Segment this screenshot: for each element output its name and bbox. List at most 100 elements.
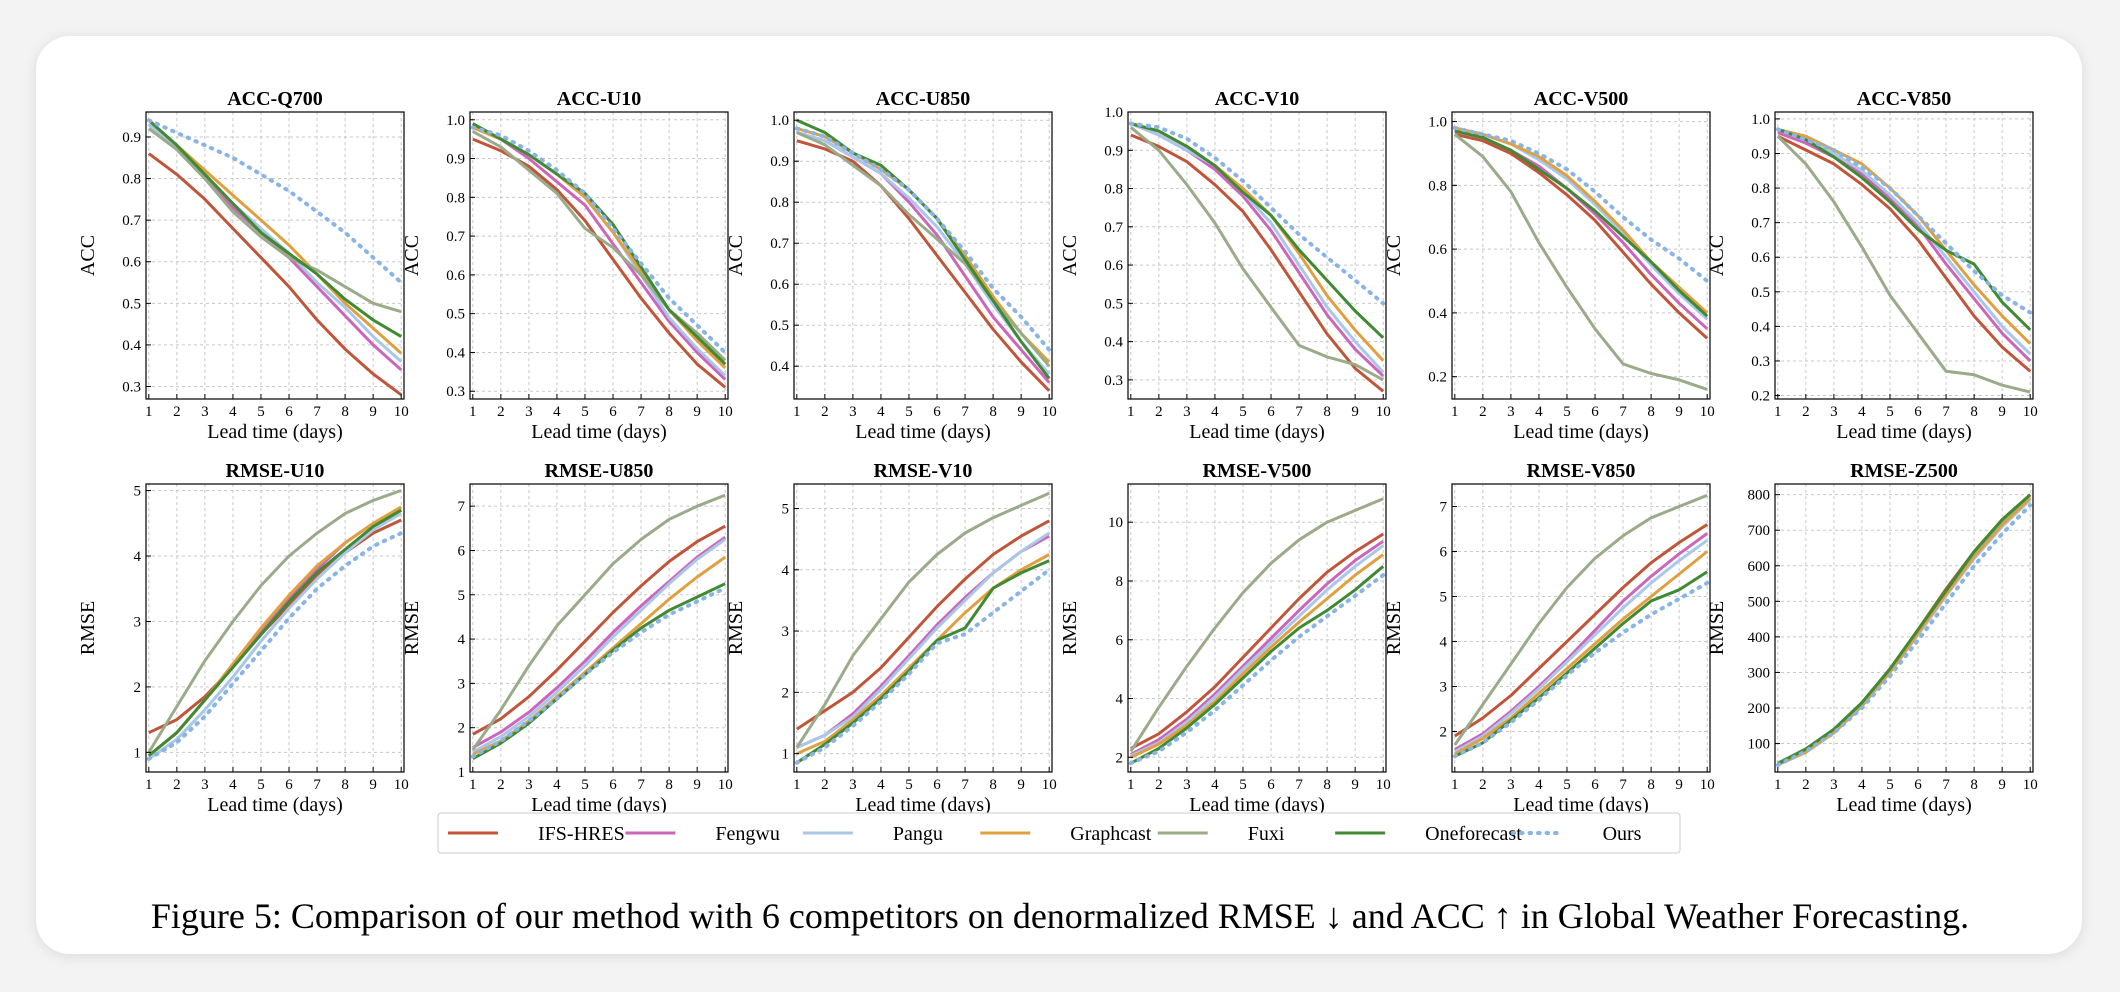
plot-frame [469,483,729,773]
x-tick-label: 6 [1591,404,1599,420]
series-line-ifs-hres [472,137,727,389]
x-tick-label: 7 [1295,404,1303,420]
panel-rmse-v10: 1 2 3 4 5 6 7 8 9 10 1 2 3 4 5 RMSE-V10 Lead time (days)… [725,460,1057,816]
series-line-ours [1452,125,1710,283]
x-tick-label: 4 [1535,777,1543,793]
x-tick-label: 5 [905,404,913,420]
x-tick-label: 7 [1942,777,1950,793]
x-tick-label: 9 [1675,777,1683,793]
series-line-fengwu [472,126,727,381]
panel-title: RMSE-V850 [1527,460,1636,482]
x-tick-label: 9 [1998,404,2006,420]
x-tick-label: 7 [1619,404,1627,420]
legend-frame [437,812,1681,854]
y-tick-label: 5 [134,484,142,500]
y-axis-label: RMSE [77,601,99,655]
series-line-graphcast [1130,122,1385,362]
figure-caption: Figure 5: Comparison of our method with … [150,896,1970,936]
y-tick-label: 3 [1440,680,1448,696]
y-axis-label: ACC [77,235,99,276]
x-tick-label: 5 [1563,777,1571,793]
x-tick-label: 10 [1376,777,1391,793]
x-tick-label: 5 [1886,404,1894,420]
series-line-fuxi [1129,497,1384,753]
x-tick-label: 3 [1830,777,1838,793]
x-tick-label: 6 [1914,404,1922,420]
series-line-oneforecast [795,559,1050,765]
series-line-fuxi [1453,493,1708,746]
x-tick-label: 8 [665,404,673,420]
y-tick-label: 2 [134,680,142,696]
x-tick-label: 1 [1451,777,1459,793]
x-tick-label: 5 [1563,404,1571,420]
x-tick-label: 2 [497,777,505,793]
series-line-pangu [472,126,727,377]
y-tick-label: 3 [458,676,466,692]
y-tick-label: 3 [782,624,790,640]
x-tick-label: 10 [2023,777,2038,793]
series-line-ours [1775,503,2033,767]
y-tick-label: 0.6 [770,277,789,293]
y-tick-label: 1 [458,765,466,781]
x-tick-label: 6 [609,404,617,420]
panel-title: RMSE-U10 [226,460,325,482]
series-line-ours [794,126,1052,352]
y-tick-label: 0.8 [1428,178,1447,194]
x-tick-label: 6 [285,404,293,420]
x-axis-label: Lead time (days) [1836,421,1972,443]
panel-acc-q700: 1 2 3 4 5 6 7 8 9 10 0.3 0.4 0.5 0.6 0.7 0.8 0.9 ACC-Q700… [77,88,409,443]
y-axis-label: ACC [1383,235,1405,276]
series-line-ifs-hres [1454,132,1709,340]
y-tick-label: 0.5 [1751,285,1770,301]
plot-frame [1451,111,1711,400]
y-tick-label: 5 [458,588,466,604]
series-line-pangu [1454,539,1709,754]
panel-title: RMSE-Z500 [1850,460,1958,482]
y-tick-label: 1.0 [770,113,789,129]
series-line-fengwu [1454,129,1709,330]
y-tick-label: 800 [1748,488,1771,504]
y-tick-label: 0.6 [122,255,141,271]
legend-label-ours: Ours [1603,823,1642,845]
y-axis-label: ACC [401,235,423,276]
legend: IFS-HRES Fengwu Pangu Graphcast Fuxi Oneforec… [437,812,1681,854]
y-tick-label: 0.7 [122,213,141,229]
y-tick-label: 0.8 [1104,182,1123,198]
plot-frame [1774,111,2034,400]
y-tick-label: 0.4 [446,345,465,361]
panel-title: ACC-U10 [557,88,641,110]
x-tick-label: 2 [173,404,181,420]
series-line-fengwu [472,535,727,749]
y-tick-label: 0.8 [446,190,465,206]
series-line-pangu [1130,122,1385,374]
series-line-oneforecast [472,582,726,761]
series-line-oneforecast [1454,570,1709,758]
series-line-fuxi [1453,133,1708,391]
series-line-ours [470,125,728,355]
series-line-ifs-hres [795,519,1050,731]
plot-frame [793,483,1053,773]
series-line-graphcast [1130,553,1385,759]
x-tick-label: 2 [1802,404,1810,420]
y-tick-label: 1.0 [1104,105,1123,121]
y-tick-label: 300 [1748,665,1771,681]
x-tick-label: 6 [609,777,617,793]
plot-frame [145,483,405,773]
series-line-fuxi [796,131,1051,368]
x-tick-label: 1 [469,404,477,420]
panel-rmse-z500: 1 2 3 4 5 6 7 8 9 10 100 200 300 400 500 600 700 800 RMSE-… [1706,460,2038,816]
x-tick-label: 1 [145,777,153,793]
x-tick-label: 2 [1479,777,1487,793]
x-tick-label: 1 [1774,404,1782,420]
x-tick-label: 9 [1017,404,1025,420]
y-tick-label: 0.7 [770,236,789,252]
y-tick-label: 0.6 [1751,250,1770,266]
y-tick-label: 0.3 [1104,373,1123,389]
y-tick-label: 0.9 [1751,146,1770,162]
x-tick-label: 6 [1267,404,1275,420]
y-tick-label: 0.9 [446,152,465,168]
series-line-graphcast [472,126,727,370]
y-tick-label: 0.3 [1751,354,1770,370]
y-tick-label: 0.4 [1104,335,1123,351]
